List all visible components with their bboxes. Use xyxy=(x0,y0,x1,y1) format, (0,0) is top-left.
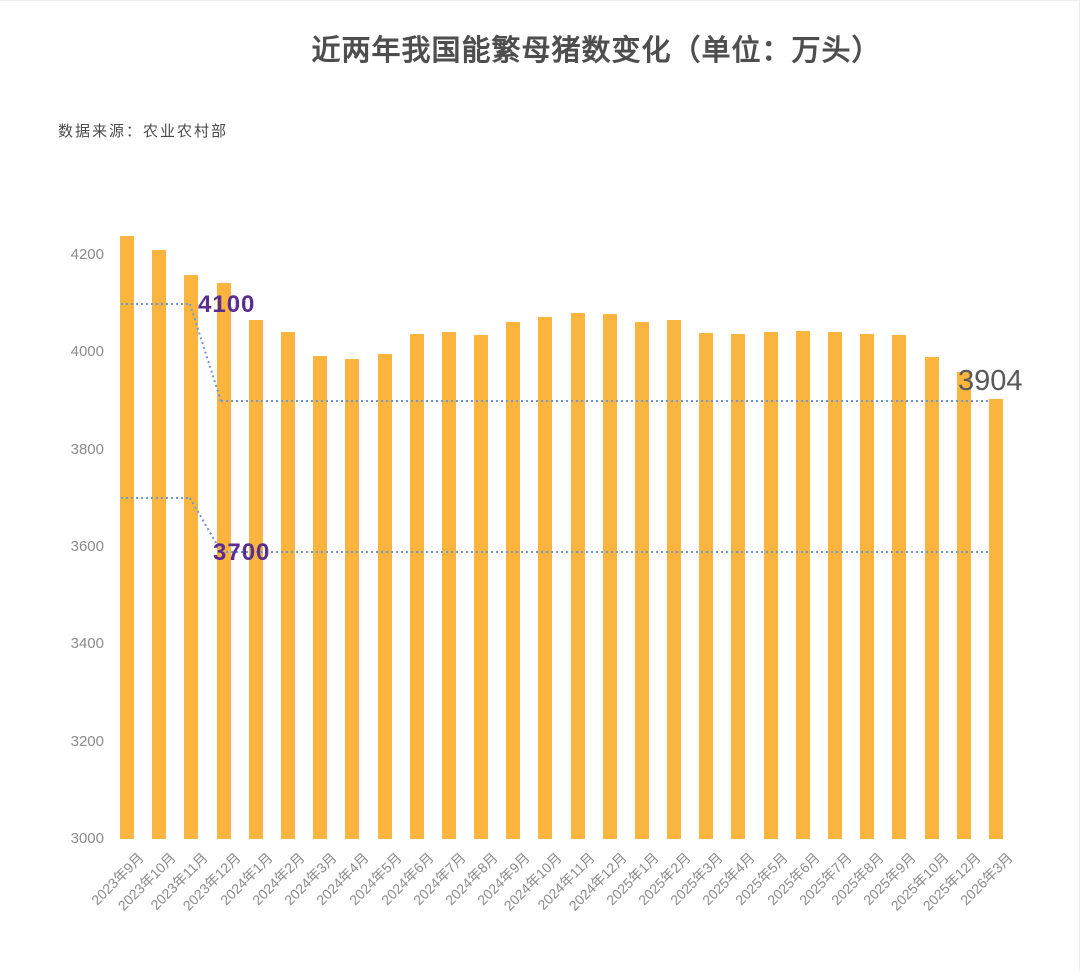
bar xyxy=(313,356,328,839)
bar xyxy=(345,359,360,839)
reference-dotted-line xyxy=(121,497,190,500)
bar xyxy=(667,320,682,839)
bar xyxy=(795,331,810,839)
bar xyxy=(216,283,231,839)
bar xyxy=(409,333,424,839)
y-axis-tick-label: 3800 xyxy=(70,440,104,458)
bar xyxy=(474,334,489,839)
bar xyxy=(248,319,263,839)
bar xyxy=(120,235,135,839)
bar xyxy=(184,275,199,839)
bar xyxy=(441,332,456,839)
y-axis-tick-label: 3200 xyxy=(70,732,104,750)
bar xyxy=(570,313,585,839)
y-axis-tick-label: 3400 xyxy=(70,635,104,653)
reference-dotted-line xyxy=(221,550,989,553)
y-axis-tick-label: 4000 xyxy=(70,343,104,361)
bar xyxy=(506,322,521,839)
bar xyxy=(763,331,778,839)
reference-dotted-line xyxy=(121,302,190,305)
y-axis-tick-label: 3000 xyxy=(70,830,104,847)
bar xyxy=(860,333,875,839)
bar xyxy=(892,335,907,839)
bar xyxy=(538,316,553,839)
y-axis-tick-label: 3600 xyxy=(70,538,104,555)
data-source-label: 数据来源：农业农村部 xyxy=(58,124,229,140)
bar xyxy=(152,250,167,839)
bar xyxy=(956,371,971,839)
chart-title: 近两年我国能繁母猪数变化（单位：万头） xyxy=(311,35,882,67)
bar xyxy=(988,399,1003,839)
bar xyxy=(634,322,649,839)
bar xyxy=(699,333,714,839)
bar xyxy=(377,354,392,839)
reference-line-label: 4100 xyxy=(198,290,256,318)
y-axis-tick-label: 4200 xyxy=(70,246,104,263)
bar xyxy=(280,331,295,839)
bar xyxy=(924,357,939,839)
bar xyxy=(602,314,617,839)
bar xyxy=(828,331,843,839)
last-value-label: 3904 xyxy=(958,365,1023,397)
reference-dotted-line xyxy=(221,400,989,402)
plot-area: 4100 3700 3904 xyxy=(111,231,1023,839)
bar xyxy=(731,333,746,839)
reference-line-label: 3700 xyxy=(213,538,271,566)
